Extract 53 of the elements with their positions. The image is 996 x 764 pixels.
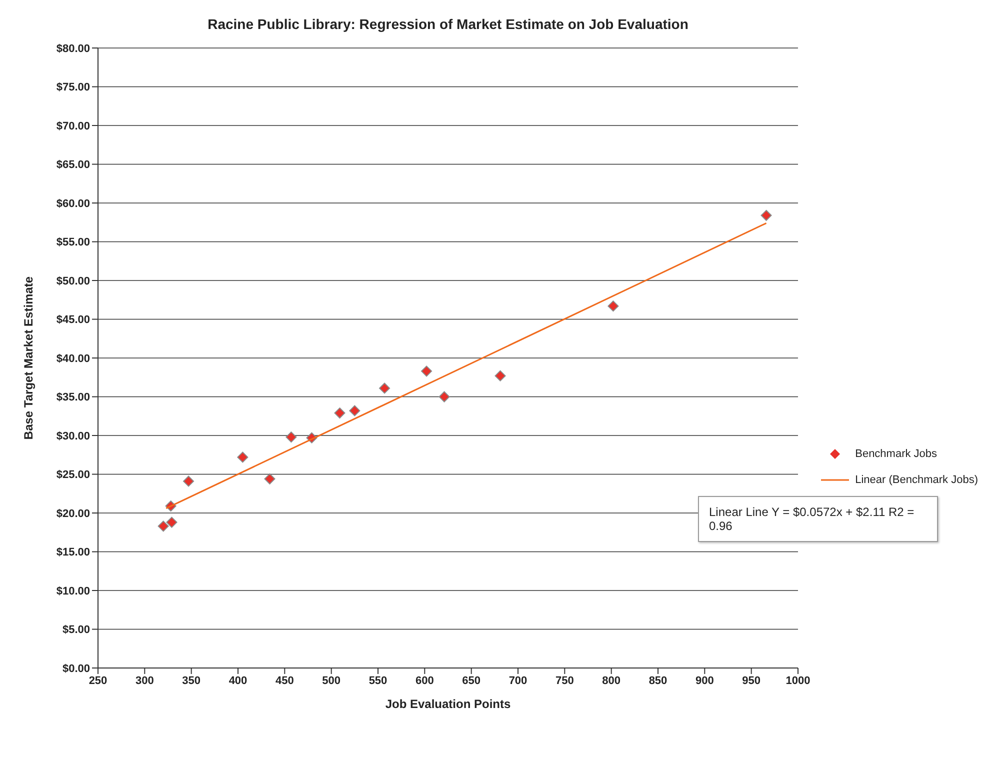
y-tick-label: $75.00 — [56, 82, 90, 94]
x-tick-label: 600 — [415, 674, 434, 687]
point — [608, 300, 619, 312]
x-tick-label: 400 — [228, 674, 248, 687]
point — [379, 382, 390, 394]
y-tick-label: $45.00 — [56, 314, 90, 326]
x-tick-label: 500 — [322, 674, 341, 687]
x-tick-label: 800 — [602, 674, 621, 687]
point — [760, 210, 772, 221]
y-tick-label: $25.00 — [56, 469, 90, 482]
y-axis-title: Base Target Market Estimate — [21, 276, 36, 440]
point — [183, 476, 194, 487]
x-tick-label: 350 — [182, 674, 201, 687]
y-tick-label: $5.00 — [62, 624, 90, 636]
x-axis-title: Job Evaluation Points — [385, 697, 511, 711]
y-tick-label: $80.00 — [56, 42, 90, 55]
point — [494, 370, 506, 382]
x-tick-label: 1000 — [786, 674, 810, 687]
y-tick-label: $50.00 — [56, 275, 90, 288]
y-tick-label: $65.00 — [56, 159, 90, 172]
x-tick-label: 300 — [135, 674, 154, 687]
point — [421, 366, 432, 377]
y-tick-label: $70.00 — [56, 120, 90, 132]
chart-title: Racine Public Library: Regression of Market Estimate on Job Evaluation — [206, 16, 690, 32]
point — [158, 520, 169, 532]
point — [237, 452, 248, 463]
x-tick-label: 650 — [462, 674, 481, 687]
y-tick-label: $10.00 — [56, 585, 90, 598]
legend-label: Benchmark Jobs — [855, 448, 938, 460]
point — [334, 408, 346, 419]
x-tick-label: 900 — [695, 674, 714, 687]
x-tick-label: 850 — [648, 674, 668, 687]
y-tick-label: $40.00 — [56, 352, 90, 365]
point — [166, 516, 178, 528]
x-tick-label: 250 — [88, 674, 108, 687]
x-tick-label: 450 — [275, 674, 294, 687]
annotation: Linear Line Y = $0.0572x + $2.11 R2 = 0.96 — [698, 496, 938, 542]
point — [349, 405, 360, 416]
y-tick-label: $0.00 — [62, 662, 90, 675]
y-tick-label: $35.00 — [56, 392, 90, 404]
y-tick-label: $60.00 — [56, 198, 90, 210]
point — [286, 432, 297, 443]
legend-label: Linear (Benchmark Jobs) — [855, 474, 978, 486]
x-tick-label: 950 — [742, 674, 761, 687]
y-tick-label: $15.00 — [56, 546, 90, 559]
x-tick-label: 550 — [368, 674, 388, 687]
y-tick-label: $30.00 — [56, 430, 90, 442]
point — [438, 391, 450, 402]
x-tick-label: 700 — [508, 674, 528, 687]
x-tick-label: 750 — [555, 674, 574, 687]
y-tick-label: $20.00 — [56, 508, 90, 520]
y-tick-label: $55.00 — [56, 236, 90, 249]
point — [264, 473, 276, 484]
